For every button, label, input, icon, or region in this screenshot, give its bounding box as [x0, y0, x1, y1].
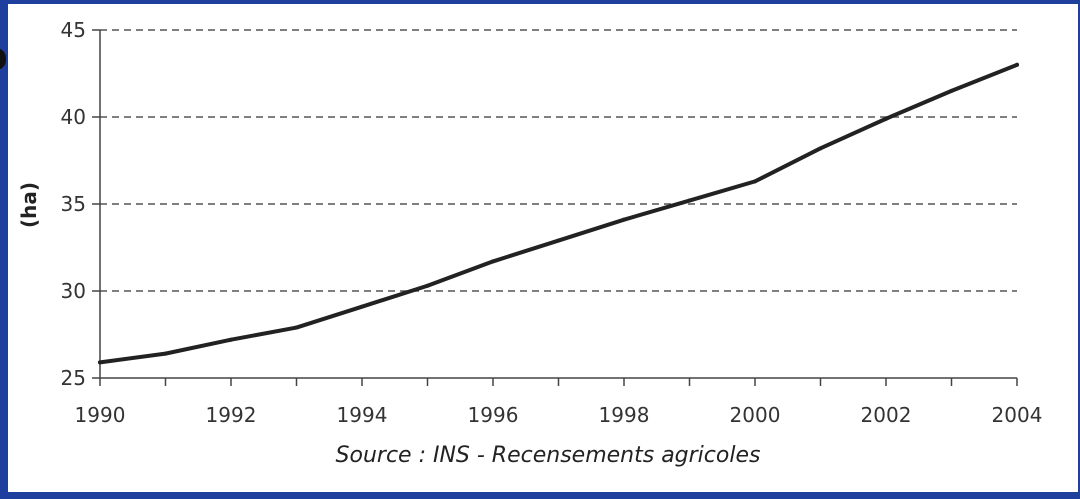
- x-tick-label-1990: 1990: [75, 403, 126, 427]
- y-tick-labels: 25 30 35 40 45: [61, 18, 86, 390]
- x-tick-label-1996: 1996: [468, 403, 519, 427]
- x-tick-label-2002: 2002: [861, 403, 912, 427]
- series-group: [98, 62, 1019, 365]
- series-line-0: [98, 62, 1019, 365]
- data-point-1991: [163, 351, 168, 356]
- data-point-1999: [687, 198, 692, 203]
- data-point-1997: [556, 238, 561, 243]
- x-tick-label-2004: 2004: [992, 403, 1043, 427]
- data-point-2001: [818, 146, 823, 151]
- y-tick-label-45: 45: [61, 18, 86, 42]
- data-point-1993: [294, 325, 299, 330]
- data-point-1994: [360, 304, 364, 309]
- tick-marks: [92, 29, 1018, 386]
- x-tick-label-1992: 1992: [206, 403, 257, 427]
- data-point-1998: [622, 217, 626, 222]
- data-point-2003: [949, 88, 954, 93]
- source-note: Source : INS - Recensements agricoles: [336, 443, 761, 468]
- data-point-2000: [753, 179, 757, 184]
- bullet-mark: [0, 48, 6, 70]
- y-tick-label-30: 30: [61, 279, 86, 303]
- data-point-2004: [1015, 62, 1019, 67]
- data-point-2002: [884, 116, 888, 121]
- data-point-1995: [425, 283, 430, 288]
- gridlines: [100, 29, 1017, 292]
- y-axis-label: (ha): [17, 182, 41, 228]
- data-point-1996: [491, 259, 495, 264]
- data-point-1992: [229, 337, 233, 342]
- x-tick-label-1998: 1998: [599, 403, 650, 427]
- y-tick-label-35: 35: [61, 192, 86, 216]
- x-tick-label-1994: 1994: [337, 403, 388, 427]
- data-point-1990: [98, 360, 102, 365]
- y-tick-label-40: 40: [61, 105, 86, 129]
- x-tick-label-2000: 2000: [730, 403, 781, 427]
- chart-panel: [8, 4, 1078, 492]
- y-tick-label-25: 25: [61, 366, 86, 390]
- x-tick-labels: 1990 1992 1994 1996 1998 2000 2002 2004: [75, 403, 1043, 427]
